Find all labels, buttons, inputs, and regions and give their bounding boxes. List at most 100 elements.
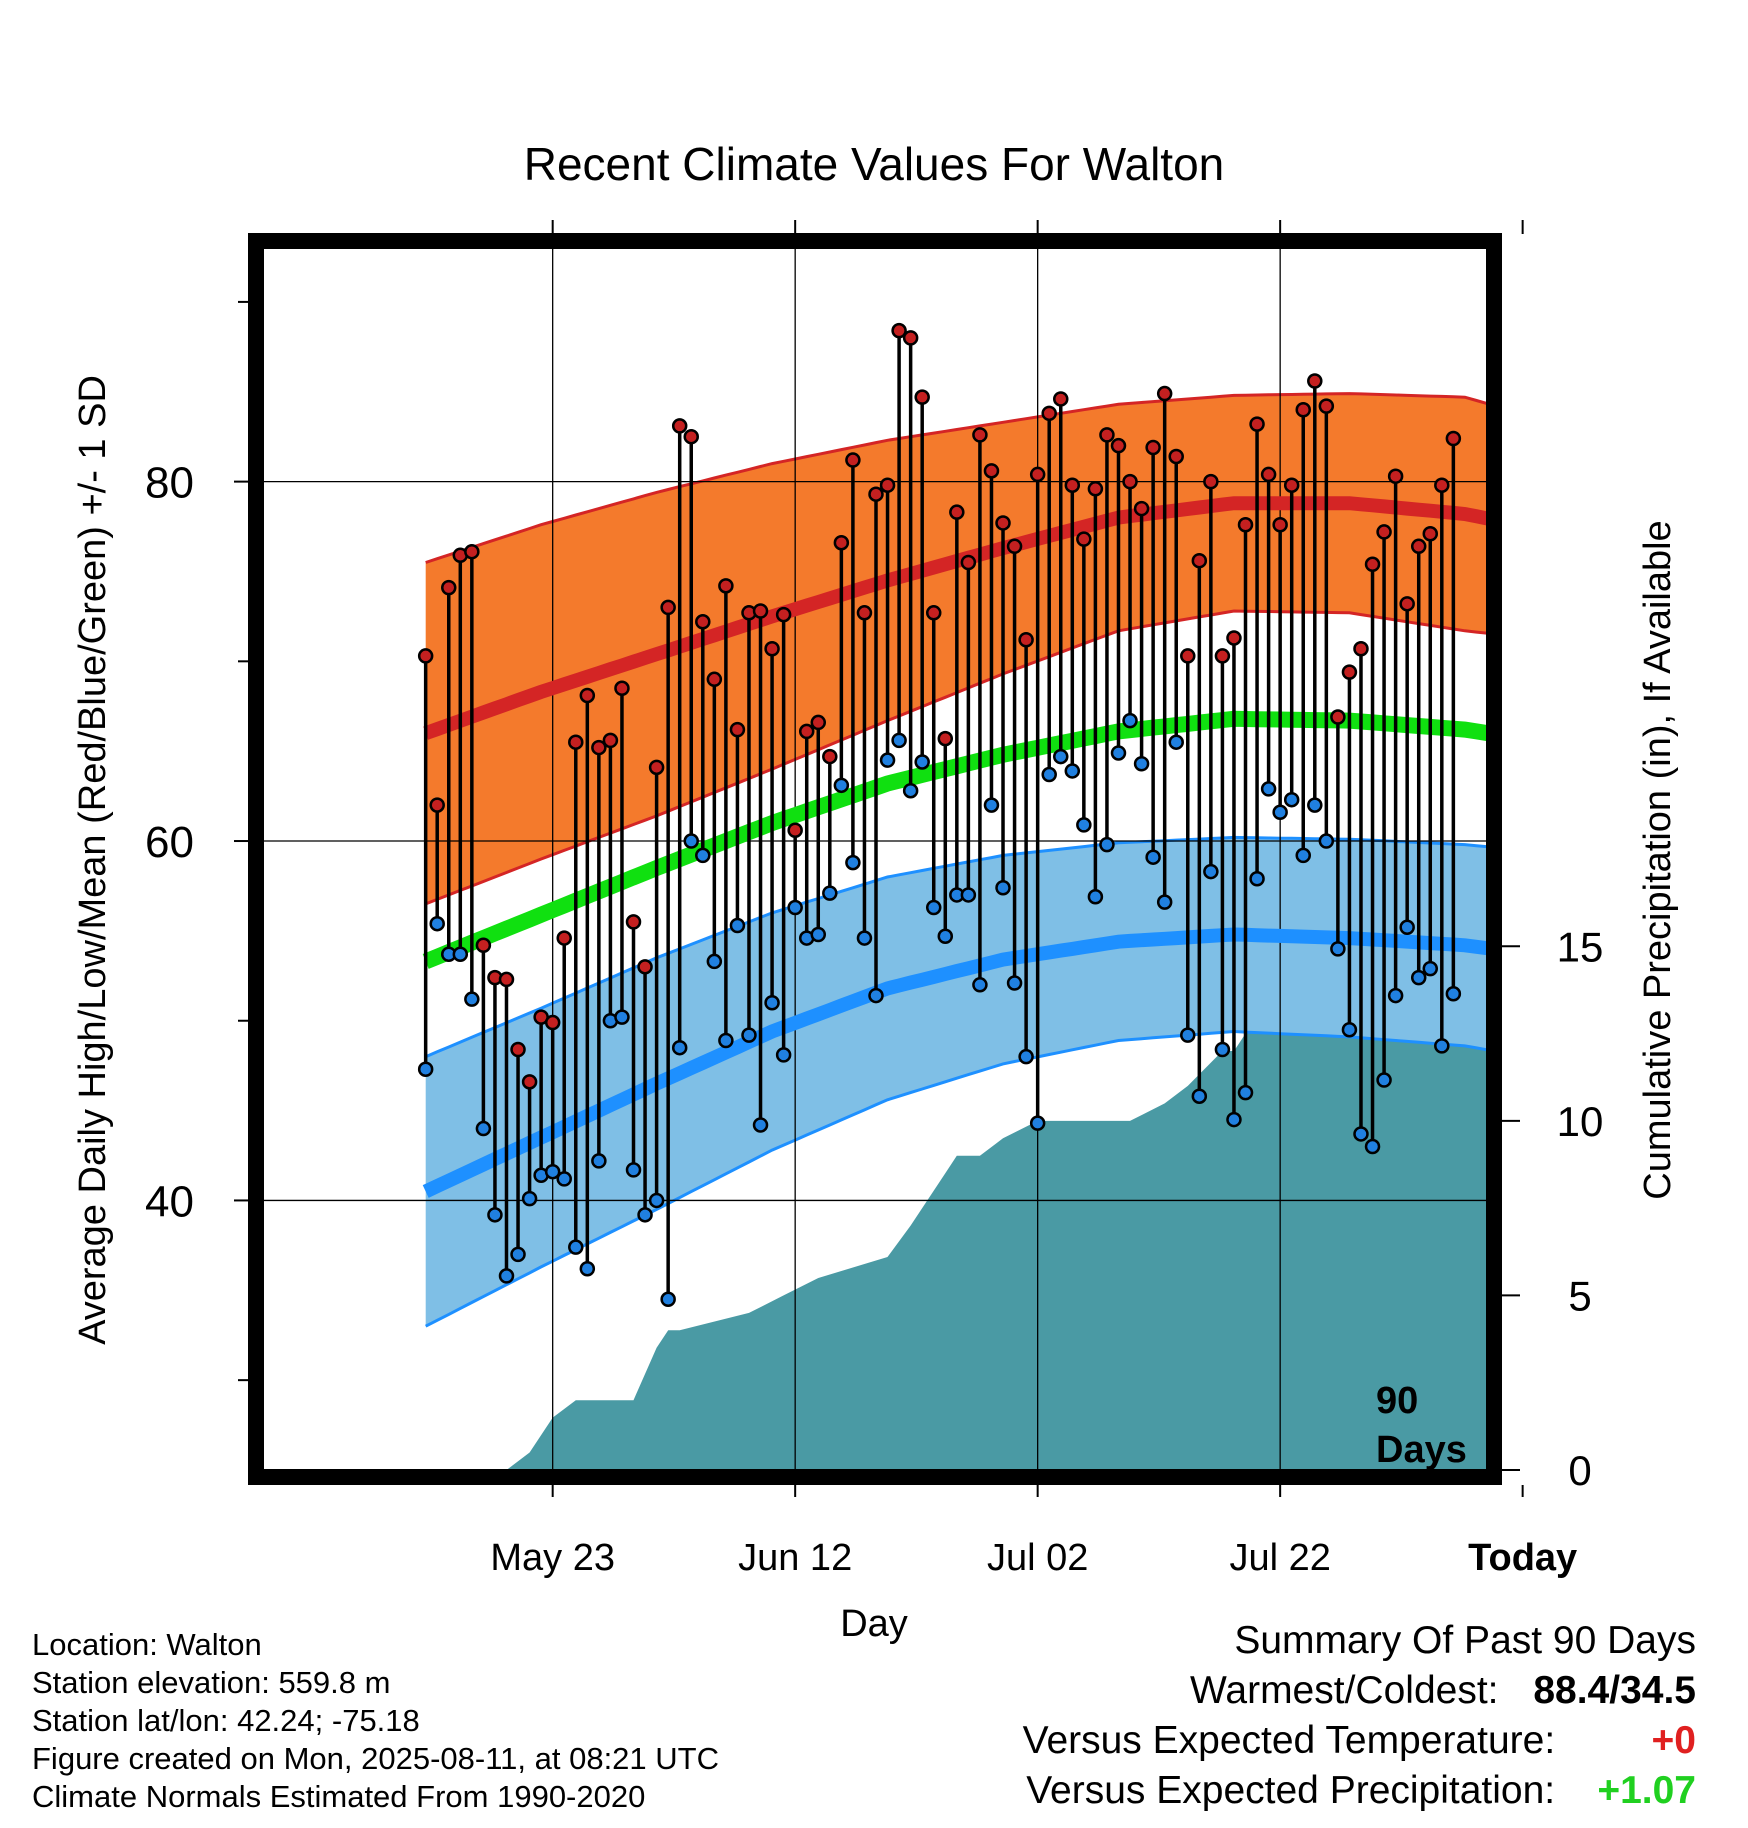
summary-title: Summary Of Past 90 Days xyxy=(1234,1619,1696,1662)
daily-low-point xyxy=(1203,863,1219,880)
daily-low-point xyxy=(1237,1084,1254,1101)
daily-low-point xyxy=(1145,849,1161,865)
daily-low-point xyxy=(1168,734,1184,750)
daily-high-point xyxy=(1180,648,1196,664)
daily-high-point xyxy=(1434,477,1450,493)
daily-low-point xyxy=(902,782,919,799)
daily-low-point xyxy=(475,1120,492,1137)
daily-points xyxy=(417,322,1462,1308)
daily-low-point xyxy=(671,1039,688,1056)
daily-low-point xyxy=(556,1171,572,1187)
daily-low-point xyxy=(1272,804,1288,821)
daily-high-point xyxy=(1341,664,1358,680)
daily-high-point xyxy=(891,322,907,339)
latlon-line: Station lat/lon: 42.24; -75.18 xyxy=(32,1703,420,1738)
elevation-line: Station elevation: 559.8 m xyxy=(32,1665,391,1700)
plot-area xyxy=(264,248,1488,1470)
daily-high-point xyxy=(568,734,584,750)
daily-low-point xyxy=(521,1190,538,1207)
daily-low-point xyxy=(868,987,884,1004)
daily-high-point xyxy=(1249,416,1265,432)
temperature-departure-row: Versus Expected Temperature: +0 xyxy=(1023,1716,1696,1766)
daily-high-point xyxy=(1410,538,1427,555)
daily-high-point xyxy=(1110,437,1127,454)
plot-frame xyxy=(248,233,1502,1485)
daily-high-point xyxy=(1283,477,1300,493)
daily-high-point xyxy=(1168,448,1184,465)
daily-low-point xyxy=(1434,1038,1450,1054)
daily-high-point xyxy=(521,1074,538,1090)
y-tick-label: 40 xyxy=(145,1177,194,1226)
daily-low-point xyxy=(568,1239,584,1255)
daily-high-point xyxy=(429,797,445,813)
daily-high-point xyxy=(1364,556,1381,573)
y2-tick-label: 10 xyxy=(1557,1098,1604,1145)
axis-tick-labels: May 23 Jun 12 Jul 02 Jul 22 Today 40 60 80 0 5 10 1… xyxy=(145,459,1603,1579)
daily-high-point xyxy=(544,1014,561,1031)
warmest-coldest-row: Warmest/Coldest: 88.4/34.5 xyxy=(1023,1666,1696,1716)
daily-low-point xyxy=(787,899,803,916)
daily-high-point xyxy=(510,1041,526,1058)
daily-high-point xyxy=(683,428,699,445)
precipitation-layer xyxy=(414,941,1488,1470)
warmest-coldest-label: Warmest/Coldest: xyxy=(1190,1669,1499,1712)
y-tick-label: 60 xyxy=(145,818,194,867)
y2-axis-label: Cumulative Precipitation (in), If Availa… xyxy=(1637,520,1679,1199)
daily-low-point xyxy=(891,732,907,749)
daily-high-point xyxy=(1330,709,1346,725)
daily-low-point xyxy=(914,754,930,770)
daily-high-point xyxy=(856,605,873,621)
daily-high-point xyxy=(475,937,492,954)
station-info: Location: Walton Station elevation: 559.… xyxy=(32,1626,719,1816)
x-tick-label: Today xyxy=(1468,1537,1577,1579)
daily-low-point xyxy=(1445,986,1462,1002)
daily-high-point xyxy=(556,930,572,946)
created-line: Figure created on Mon, 2025-08-11, at 08… xyxy=(32,1741,719,1776)
daily-high-point xyxy=(464,543,480,560)
daily-high-point xyxy=(925,605,942,621)
daily-high-point xyxy=(417,648,434,664)
daily-low-point xyxy=(1133,756,1150,772)
daily-high-point xyxy=(1191,552,1208,569)
daily-low-point xyxy=(983,797,1000,813)
daily-high-point xyxy=(1203,473,1219,490)
daily-high-point xyxy=(1260,466,1277,483)
daily-low-point xyxy=(775,1047,792,1063)
daily-low-point xyxy=(464,991,480,1007)
daily-low-point xyxy=(544,1163,561,1180)
daily-low-point xyxy=(879,752,896,768)
daily-low-point xyxy=(1353,1126,1369,1142)
daily-high-point xyxy=(1076,531,1092,547)
daily-low-point xyxy=(695,847,711,864)
daily-low-point xyxy=(614,1009,630,1025)
high-normal-line xyxy=(423,496,1488,740)
precipitation-departure-row: Versus Expected Precipitation: +1.07 xyxy=(1023,1766,1696,1816)
y2-tick-label: 0 xyxy=(1568,1447,1591,1494)
daily-high-point xyxy=(1353,640,1369,657)
daily-low-point xyxy=(925,899,942,916)
daily-high-point xyxy=(591,739,607,756)
daily-low-point xyxy=(1341,1021,1358,1038)
daily-low-point xyxy=(1156,894,1173,910)
daily-low-point xyxy=(1295,847,1311,864)
daily-high-point xyxy=(1226,630,1242,646)
daily-low-point xyxy=(1318,833,1335,849)
daily-low-point xyxy=(810,926,827,943)
daily-low-point xyxy=(1330,941,1346,957)
daily-low-point xyxy=(648,1192,665,1209)
daily-low-point xyxy=(1214,1041,1231,1058)
high-band-upper-edge xyxy=(425,392,1488,564)
daily-high-point xyxy=(706,671,723,688)
x-tick-label: Jun 12 xyxy=(738,1537,852,1579)
daily-high-point xyxy=(972,427,988,443)
daily-low-point xyxy=(764,995,780,1011)
daily-low-point xyxy=(741,1027,757,1043)
daily-high-point xyxy=(625,914,642,930)
daily-low-point xyxy=(833,777,850,794)
daily-high-point xyxy=(995,515,1011,531)
daily-low-point xyxy=(960,887,977,903)
daily-low-point xyxy=(452,946,469,962)
daily-high-point xyxy=(1318,398,1335,414)
x-axis-label: Day xyxy=(840,1603,908,1645)
daily-low-point xyxy=(729,917,746,934)
